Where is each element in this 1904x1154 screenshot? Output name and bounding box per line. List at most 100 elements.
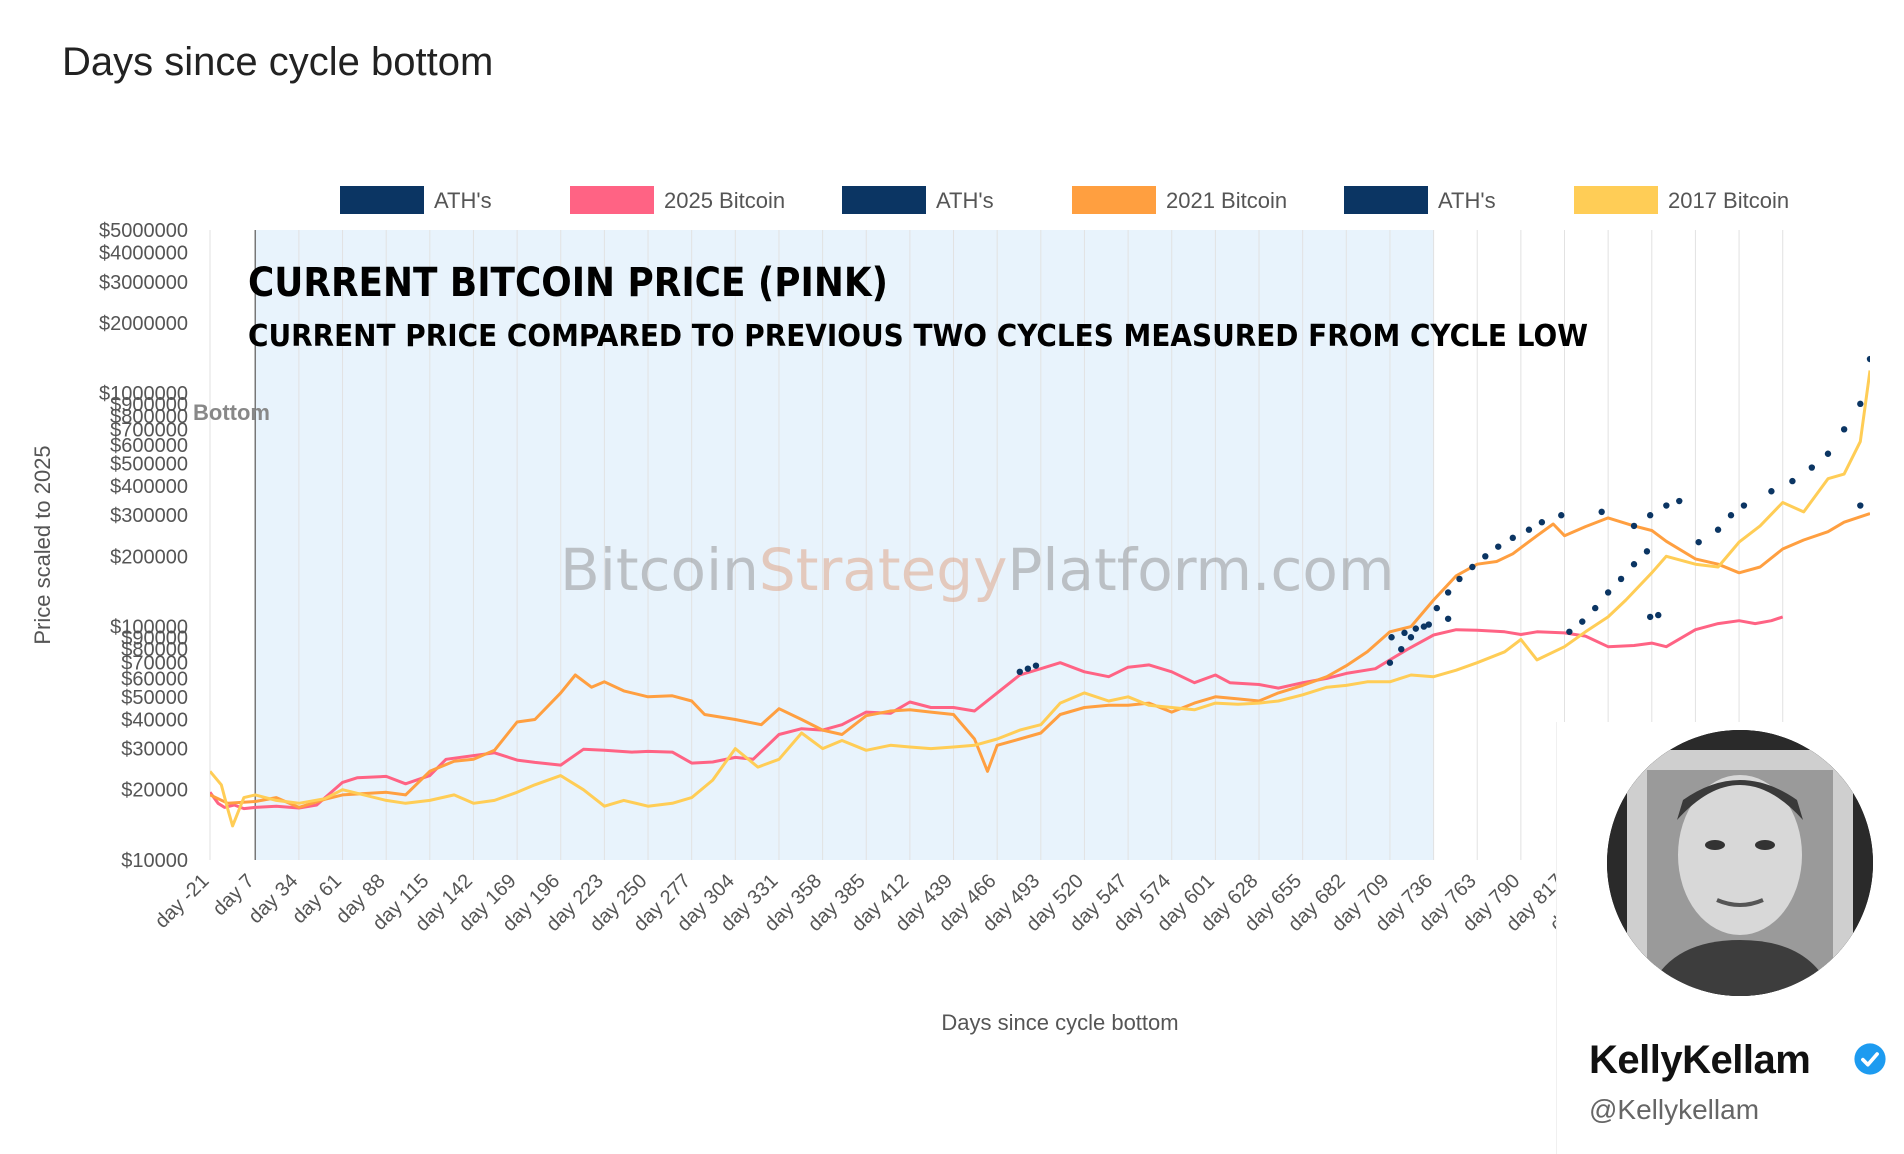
y-tick-label: $300000 — [110, 505, 188, 527]
legend-item[interactable]: ATH's — [842, 186, 994, 214]
watermark: BitcoinStrategyPlatform.com — [560, 536, 1394, 604]
ath-layer — [1016, 355, 1870, 676]
ath-point — [1495, 543, 1502, 550]
y-tick-label: $20000 — [121, 780, 188, 802]
y-tick-label: $30000 — [121, 739, 188, 761]
ath-point — [1482, 553, 1489, 560]
ath-point — [1032, 662, 1040, 669]
y-tick-label: $3000000 — [99, 272, 188, 294]
overlay-title: CURRENT BITCOIN PRICE (PINK) — [248, 260, 888, 306]
shaded-region — [255, 230, 1434, 860]
ath-point — [1727, 512, 1735, 519]
y-tick-label: $2000000 — [99, 313, 188, 335]
ath-point — [1407, 634, 1415, 641]
ath-point — [1420, 623, 1428, 630]
watermark-strategy: Strategy — [759, 536, 1008, 604]
series-line-2017-bitcoin — [210, 370, 1870, 828]
verified-badge-icon — [1854, 1043, 1886, 1075]
ath-point — [1592, 604, 1599, 612]
ath-point — [1824, 450, 1832, 457]
legend-item[interactable]: ATH's — [340, 186, 492, 214]
legend-swatch — [842, 186, 926, 214]
legend-item[interactable]: 2021 Bitcoin — [1072, 186, 1287, 214]
ath-point — [1558, 512, 1565, 519]
y-tick-label: $800000 — [110, 406, 188, 428]
legend-label: ATH's — [936, 188, 994, 213]
y-tick-label: $100000 — [110, 617, 188, 639]
ath-point — [1857, 400, 1864, 408]
ath-point — [1509, 534, 1516, 542]
profile-handle[interactable]: @Kellykellam — [1589, 1094, 1760, 1125]
legend-swatch — [570, 186, 654, 214]
legend-label: 2021 Bitcoin — [1166, 188, 1287, 213]
ath-point — [1643, 548, 1651, 555]
y-tick-label: $500000 — [110, 453, 188, 475]
y-tick-label: $5000000 — [99, 220, 188, 242]
ath-point — [1857, 502, 1864, 509]
cycle-bottom-label: Bottom — [193, 400, 270, 425]
ath-point — [1016, 668, 1023, 676]
ath-point — [1630, 522, 1638, 530]
y-tick-label: $40000 — [121, 709, 188, 731]
ath-point — [1655, 611, 1662, 619]
legend-label: ATH's — [434, 188, 492, 213]
legend-swatch — [340, 186, 424, 214]
x-axis-title: Days since cycle bottom — [941, 1010, 1178, 1035]
ath-point — [1598, 508, 1605, 516]
ath-point — [1412, 625, 1420, 632]
avatar-portrait-icon — [1607, 730, 1873, 996]
ath-point — [1425, 621, 1432, 628]
ath-point — [1768, 488, 1775, 495]
y-tick-label: $4000000 — [99, 243, 188, 265]
ath-point — [1388, 634, 1395, 641]
ath-point — [1398, 645, 1405, 653]
ath-point — [1469, 563, 1476, 571]
ath-point — [1630, 561, 1638, 568]
y-tick-label: $60000 — [121, 668, 188, 690]
ath-point — [1808, 464, 1816, 471]
ath-point — [1740, 502, 1748, 509]
profile-card[interactable]: KellyKellam @Kellykellam — [1556, 722, 1904, 1154]
x-tick-label: day -21 — [151, 870, 214, 933]
y-tick-label: $90000 — [121, 627, 188, 649]
y-tick-label: $700000 — [110, 419, 188, 441]
y-tick-label: $80000 — [121, 639, 188, 661]
y-axis-ticks: $10000$20000$30000$40000$50000$60000$700… — [99, 220, 188, 872]
page-title: Days since cycle bottom — [62, 40, 494, 84]
ath-point — [1456, 575, 1463, 583]
legend-swatch — [1574, 186, 1658, 214]
ath-point — [1840, 426, 1848, 433]
ath-point — [1386, 659, 1394, 666]
avatar[interactable] — [1607, 730, 1873, 996]
y-tick-label: $200000 — [110, 546, 188, 568]
y-axis-title: Price scaled to 2025 — [30, 445, 55, 644]
series-line-2021-bitcoin — [210, 512, 1870, 809]
legend: ATH's 2025 Bitcoin ATH's 2021 Bitcoin ATH's 2… — [340, 186, 1789, 214]
ath-point — [1663, 502, 1670, 509]
watermark-platform: Platform.com — [1007, 536, 1394, 604]
legend-item[interactable]: 2017 Bitcoin — [1574, 186, 1789, 214]
profile-name[interactable]: KellyKellam — [1589, 1038, 1811, 1082]
legend-item[interactable]: 2025 Bitcoin — [570, 186, 785, 214]
legend-label: 2025 Bitcoin — [664, 188, 785, 213]
ath-point — [1444, 615, 1452, 622]
ath-point — [1646, 512, 1654, 519]
ath-point — [1566, 628, 1573, 635]
ath-point — [1525, 526, 1533, 533]
ath-point — [1646, 613, 1654, 621]
y-tick-label: $10000 — [121, 850, 188, 872]
ath-point — [1444, 589, 1452, 596]
legend-swatch — [1072, 186, 1156, 214]
ath-point — [1538, 519, 1546, 526]
watermark-bitcoin: Bitcoin — [560, 536, 759, 604]
ath-point — [1604, 589, 1612, 596]
ath-point — [1617, 575, 1625, 583]
legend-item[interactable]: ATH's — [1344, 186, 1496, 214]
legend-label: 2017 Bitcoin — [1668, 188, 1789, 213]
ath-point — [1024, 665, 1032, 672]
y-tick-label: $900000 — [110, 394, 188, 416]
overlay-subtitle: CURRENT PRICE COMPARED TO PREVIOUS TWO C… — [248, 319, 1588, 354]
ath-point — [1579, 618, 1586, 625]
ath-point — [1401, 629, 1408, 637]
